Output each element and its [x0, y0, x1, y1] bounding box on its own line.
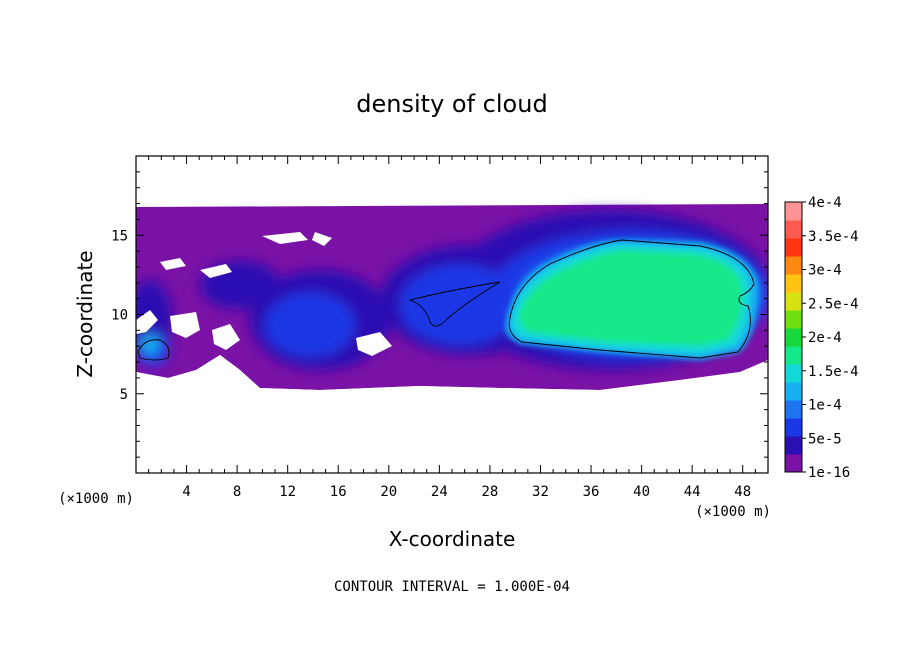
x-axis-unit: (×1000 m): [58, 491, 134, 507]
colorbar-segment: [785, 454, 802, 473]
colorbar-segment: [785, 418, 802, 437]
colorbar-label: 1e-4: [808, 398, 842, 414]
x-tick-label: 20: [380, 484, 397, 500]
colorbar-segment: [785, 202, 802, 221]
x-tick-label: 16: [330, 484, 347, 500]
colorbar: 1e-16 5e-5 1e-4 1.5e-4 2e-4 2.5e-4 3e-4 3.5e-4 4…: [784, 195, 859, 481]
contour-1e-4-left: [137, 339, 170, 361]
colorbar-label: 2e-4: [808, 330, 842, 346]
y-tick-label: 10: [111, 308, 128, 324]
colorbar-segment: [785, 364, 802, 383]
contour-1e-4-core: [508, 239, 755, 359]
colorbar-segment: [785, 238, 802, 257]
colorbar-segment: [785, 220, 802, 239]
colorbar-segment: [785, 382, 802, 401]
x-tick-label: 8: [233, 484, 241, 500]
y-tick-label: 5: [120, 387, 128, 403]
colorbar-label: 4e-4: [808, 195, 842, 211]
cloud-field: [136, 204, 768, 473]
x-axis-title: X-coordinate: [389, 527, 516, 551]
colorbar-label: 2.5e-4: [808, 296, 859, 312]
colorbar-segment: [785, 400, 802, 419]
colorbar-label: 5e-5: [808, 431, 842, 447]
core-shading: [505, 240, 759, 360]
colorbar-label: 3e-4: [808, 263, 842, 279]
colorbar-label: 1e-16: [808, 465, 850, 481]
x-tick-label: 4: [182, 484, 190, 500]
y-axis-title: Z-coordinate: [73, 250, 97, 377]
colorbar-segment: [785, 346, 802, 365]
x-tick-label: 28: [481, 484, 498, 500]
colorbar-label: 3.5e-4: [808, 229, 859, 245]
colorbar-label: 1.5e-4: [808, 364, 859, 380]
contour-interval-note: CONTOUR INTERVAL = 1.000E-04: [334, 579, 570, 595]
colorbar-segment: [785, 274, 802, 293]
chart-title: density of cloud: [356, 90, 547, 118]
colorbar-segment: [785, 310, 802, 329]
x-tick-label: 24: [431, 484, 448, 500]
holes: [136, 232, 768, 473]
x-tick-label: 12: [279, 484, 296, 500]
plot-area: [136, 156, 768, 473]
x-tick-label: 40: [633, 484, 650, 500]
x-tick-label: 48: [734, 484, 751, 500]
contour-1e-4-arm: [408, 281, 501, 327]
y-tick-label: 15: [111, 228, 128, 244]
x-tick-label: 32: [532, 484, 549, 500]
y-axis-unit: (×1000 m): [695, 504, 771, 520]
colorbar-segment: [785, 256, 802, 275]
colorbar-segment: [785, 328, 802, 347]
colorbar-segment: [785, 292, 802, 311]
x-tick-label: 36: [583, 484, 600, 500]
x-tick-label: 44: [684, 484, 701, 500]
contour-lines: [137, 239, 755, 361]
colorbar-segment: [785, 436, 802, 455]
